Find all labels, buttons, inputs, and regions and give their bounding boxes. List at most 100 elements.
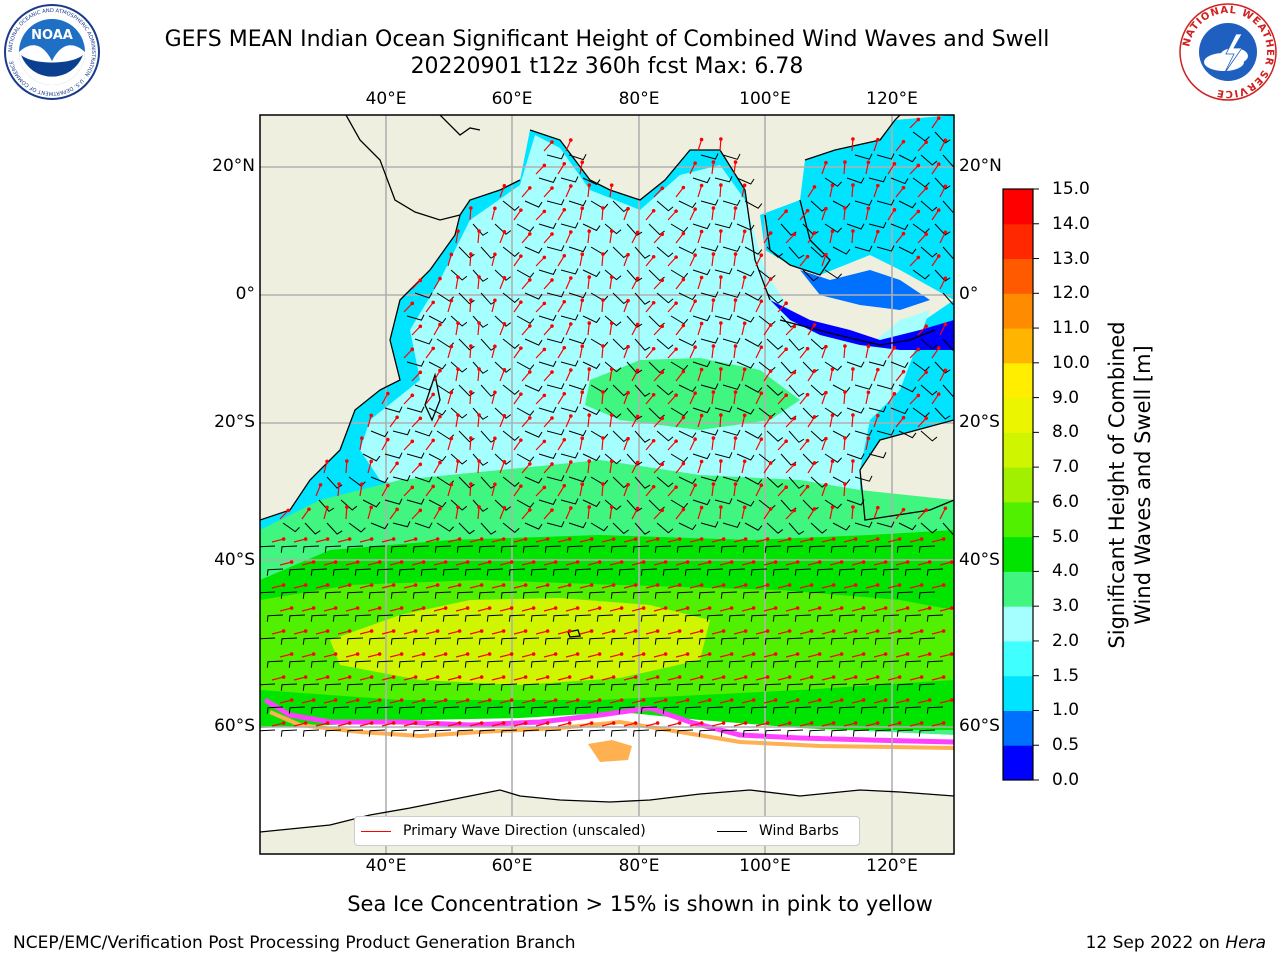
wave-arrow-head bbox=[289, 698, 294, 702]
wind-barb bbox=[604, 223, 622, 235]
wave-direction-arrow bbox=[601, 253, 604, 267]
wave-direction-arrow bbox=[433, 653, 446, 658]
wave-direction-arrow bbox=[873, 139, 879, 152]
wave-arrow-head bbox=[542, 209, 547, 214]
wave-arrow-head bbox=[601, 298, 605, 302]
wave-arrow-head bbox=[824, 344, 828, 349]
wave-arrow-head bbox=[528, 370, 532, 374]
wave-direction-arrow bbox=[359, 722, 372, 727]
wave-direction-arrow bbox=[279, 653, 292, 658]
wind-barb bbox=[736, 269, 755, 277]
wind-barb bbox=[766, 430, 784, 442]
wave-direction-arrow bbox=[433, 508, 441, 520]
wave-arrow-head bbox=[469, 482, 473, 486]
footer-date-text: 12 Sep 2022 on bbox=[1085, 933, 1226, 953]
wind-barb bbox=[442, 706, 460, 714]
wind-barb bbox=[830, 545, 848, 553]
wave-direction-arrow bbox=[719, 607, 732, 612]
title-line-2: 20220901 t12z 360h fcst Max: 6.78 bbox=[410, 54, 804, 79]
colorbar-label-line-2: Wind Waves and Swell [m] bbox=[1131, 345, 1155, 625]
wave-direction-arrow bbox=[323, 607, 336, 612]
wave-arrow-head bbox=[528, 462, 532, 466]
wave-direction-arrow bbox=[557, 301, 565, 313]
wind-barb bbox=[552, 706, 570, 714]
wave-arrow-head bbox=[418, 462, 423, 467]
wind-barb bbox=[346, 637, 364, 645]
wave-direction-arrow bbox=[271, 630, 284, 635]
wind-barb bbox=[546, 337, 565, 344]
wave-direction-arrow bbox=[469, 483, 472, 497]
wave-arrow-head bbox=[562, 345, 567, 350]
wave-direction-arrow bbox=[535, 256, 545, 267]
colorbar-tick-label: 0.0 bbox=[1052, 770, 1080, 790]
wave-direction-arrow bbox=[865, 584, 878, 589]
wind-barb bbox=[486, 568, 504, 576]
wave-arrow-head bbox=[553, 560, 558, 564]
wind-barb bbox=[332, 660, 350, 668]
noaa-logo-text: NOAA bbox=[31, 28, 73, 43]
wind-barb bbox=[524, 292, 543, 300]
wave-arrow-head bbox=[721, 629, 726, 633]
wind-barb bbox=[280, 683, 298, 691]
wave-arrow-head bbox=[924, 370, 928, 375]
wave-arrow-head bbox=[410, 301, 415, 306]
wind-barb bbox=[744, 246, 763, 255]
wave-arrow-head bbox=[542, 163, 547, 168]
wave-direction-arrow bbox=[917, 233, 927, 244]
wave-direction-arrow bbox=[865, 208, 869, 221]
wind-barb bbox=[942, 522, 954, 535]
wave-direction-arrow bbox=[301, 699, 314, 704]
wind-barb bbox=[714, 452, 733, 459]
wind-barb bbox=[390, 545, 408, 553]
wave-direction-arrow bbox=[389, 462, 398, 474]
wind-barb bbox=[450, 453, 468, 465]
wave-direction-arrow bbox=[293, 722, 306, 727]
wave-arrow-head bbox=[575, 560, 580, 564]
wave-direction-arrow bbox=[513, 255, 522, 267]
wave-arrow-head bbox=[609, 505, 614, 509]
wind-barb bbox=[678, 522, 697, 531]
wave-arrow-head bbox=[410, 347, 415, 352]
wave-direction-arrow bbox=[785, 607, 798, 612]
wave-arrow-head bbox=[655, 583, 660, 587]
wave-arrow-head bbox=[693, 161, 697, 165]
wind-barb bbox=[346, 683, 364, 691]
wave-direction-arrow bbox=[367, 507, 372, 520]
wave-arrow-head bbox=[792, 462, 797, 467]
wave-arrow-head bbox=[693, 437, 697, 441]
wind-barb bbox=[568, 384, 587, 391]
wind-barb bbox=[632, 637, 650, 645]
wave-arrow-head bbox=[531, 560, 536, 564]
wave-arrow-head bbox=[765, 721, 770, 725]
wind-barb bbox=[772, 568, 790, 576]
wave-direction-arrow bbox=[689, 538, 702, 543]
wind-barb bbox=[436, 292, 455, 302]
wave-direction-arrow bbox=[711, 162, 715, 175]
wave-direction-arrow bbox=[667, 440, 677, 451]
wave-direction-arrow bbox=[557, 209, 565, 221]
wave-direction-arrow bbox=[763, 653, 776, 658]
wave-arrow-head bbox=[493, 390, 497, 395]
wave-arrow-head bbox=[733, 206, 738, 210]
wave-arrow-head bbox=[542, 393, 547, 398]
wave-direction-arrow bbox=[755, 676, 768, 681]
wave-direction-arrow bbox=[667, 584, 680, 589]
wave-direction-arrow bbox=[821, 722, 834, 727]
wave-direction-arrow bbox=[601, 207, 604, 221]
wave-direction-arrow bbox=[851, 699, 864, 704]
wave-direction-arrow bbox=[403, 394, 413, 405]
wave-direction-arrow bbox=[455, 561, 468, 566]
wave-direction-arrow bbox=[689, 254, 696, 267]
wave-direction-arrow bbox=[477, 506, 480, 520]
wave-arrow-head bbox=[733, 482, 738, 486]
lon-tick-top: 120°E bbox=[866, 89, 918, 109]
wave-arrow-head bbox=[609, 183, 614, 187]
wind-barb bbox=[742, 683, 760, 691]
wave-direction-arrow bbox=[565, 231, 572, 244]
wave-arrow-head bbox=[487, 560, 492, 564]
wave-arrow-head bbox=[719, 229, 723, 233]
wave-direction-arrow bbox=[609, 653, 622, 658]
wave-direction-arrow bbox=[623, 392, 629, 405]
wave-arrow-head bbox=[545, 675, 550, 679]
wave-direction-arrow bbox=[843, 345, 846, 359]
